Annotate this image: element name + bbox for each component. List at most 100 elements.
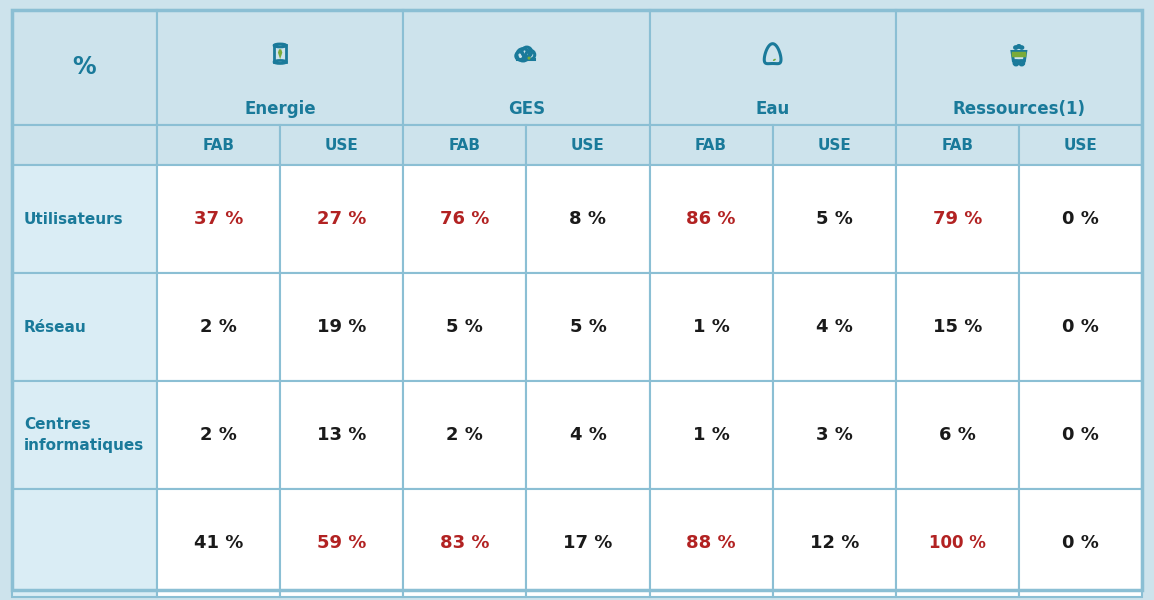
Bar: [650, 273, 773, 381]
Bar: [1019, 489, 1142, 597]
Bar: [526, 273, 650, 381]
Bar: [12, 125, 157, 165]
Text: 2 %: 2 %: [200, 318, 237, 336]
Bar: [773, 273, 896, 381]
Text: 0 %: 0 %: [1062, 210, 1099, 228]
Text: 1 %: 1 %: [692, 318, 729, 336]
Bar: [896, 273, 1019, 381]
Bar: [896, 489, 1019, 597]
Text: 5 %: 5 %: [447, 318, 484, 336]
Bar: [280, 489, 403, 597]
Text: GES: GES: [508, 100, 545, 118]
Text: 86 %: 86 %: [687, 210, 736, 228]
Text: FAB: FAB: [695, 137, 727, 152]
Bar: [280, 381, 403, 489]
Bar: [526, 489, 650, 597]
Text: 100 %: 100 %: [929, 534, 986, 552]
Text: 5 %: 5 %: [816, 210, 853, 228]
Text: 0 %: 0 %: [1062, 318, 1099, 336]
Text: 6 %: 6 %: [939, 426, 976, 444]
Text: 19 %: 19 %: [317, 318, 366, 336]
Text: 4 %: 4 %: [570, 426, 606, 444]
Bar: [650, 125, 773, 165]
Text: 27 %: 27 %: [317, 210, 366, 228]
Text: 15 %: 15 %: [932, 318, 982, 336]
Text: 41 %: 41 %: [194, 534, 243, 552]
Bar: [650, 165, 773, 273]
Bar: [12, 489, 157, 597]
Text: 0 %: 0 %: [1062, 534, 1099, 552]
Bar: [12, 273, 157, 381]
Bar: [773, 125, 896, 165]
Text: USE: USE: [817, 137, 850, 152]
Bar: [1019, 273, 1142, 381]
Text: 37 %: 37 %: [194, 210, 243, 228]
Bar: [896, 165, 1019, 273]
Bar: [526, 125, 650, 165]
Bar: [12, 381, 157, 489]
Text: FAB: FAB: [203, 137, 234, 152]
Bar: [526, 381, 650, 489]
Text: 79 %: 79 %: [932, 210, 982, 228]
Text: Utilisateurs: Utilisateurs: [24, 211, 123, 226]
Bar: [157, 165, 280, 273]
Text: 13 %: 13 %: [317, 426, 366, 444]
Text: 12 %: 12 %: [809, 534, 859, 552]
Bar: [280, 125, 403, 165]
Text: Réseau: Réseau: [24, 319, 87, 335]
Text: USE: USE: [571, 137, 605, 152]
Text: 2 %: 2 %: [447, 426, 484, 444]
Text: 8 %: 8 %: [569, 210, 607, 228]
Bar: [896, 381, 1019, 489]
Bar: [403, 125, 526, 165]
Ellipse shape: [773, 59, 775, 61]
Bar: [403, 489, 526, 597]
Text: 17 %: 17 %: [563, 534, 613, 552]
Bar: [12, 10, 157, 125]
Bar: [157, 125, 280, 165]
Bar: [157, 489, 280, 597]
Text: 4 %: 4 %: [816, 318, 853, 336]
Text: 1 %: 1 %: [692, 426, 729, 444]
Bar: [650, 10, 896, 125]
Bar: [526, 165, 650, 273]
Text: Centres
informatiques: Centres informatiques: [24, 417, 144, 453]
Bar: [1019, 165, 1142, 273]
Text: 59 %: 59 %: [317, 534, 366, 552]
Text: FAB: FAB: [449, 137, 481, 152]
Bar: [157, 273, 280, 381]
Polygon shape: [278, 49, 283, 59]
Circle shape: [527, 56, 531, 59]
Bar: [896, 10, 1142, 125]
Bar: [650, 489, 773, 597]
Bar: [280, 165, 403, 273]
Bar: [1019, 125, 1142, 165]
Bar: [403, 381, 526, 489]
Text: FAB: FAB: [942, 137, 973, 152]
Bar: [773, 489, 896, 597]
Bar: [650, 381, 773, 489]
Text: 5 %: 5 %: [570, 318, 606, 336]
Bar: [896, 125, 1019, 165]
Text: USE: USE: [1064, 137, 1097, 152]
Bar: [773, 381, 896, 489]
Bar: [157, 381, 280, 489]
Bar: [403, 10, 650, 125]
Text: Ressources(1): Ressources(1): [952, 100, 1086, 118]
Bar: [157, 10, 403, 125]
Text: 2 %: 2 %: [200, 426, 237, 444]
Text: 0 %: 0 %: [1062, 426, 1099, 444]
Text: USE: USE: [324, 137, 359, 152]
Bar: [280, 273, 403, 381]
Text: Eau: Eau: [756, 100, 789, 118]
Text: 3 %: 3 %: [816, 426, 853, 444]
Bar: [12, 165, 157, 273]
Text: 76 %: 76 %: [440, 210, 489, 228]
Bar: [403, 165, 526, 273]
Text: 83 %: 83 %: [440, 534, 489, 552]
Text: Energie: Energie: [245, 100, 316, 118]
Bar: [1019, 381, 1142, 489]
Text: %: %: [73, 55, 96, 79]
Text: 88 %: 88 %: [687, 534, 736, 552]
Bar: [773, 165, 896, 273]
